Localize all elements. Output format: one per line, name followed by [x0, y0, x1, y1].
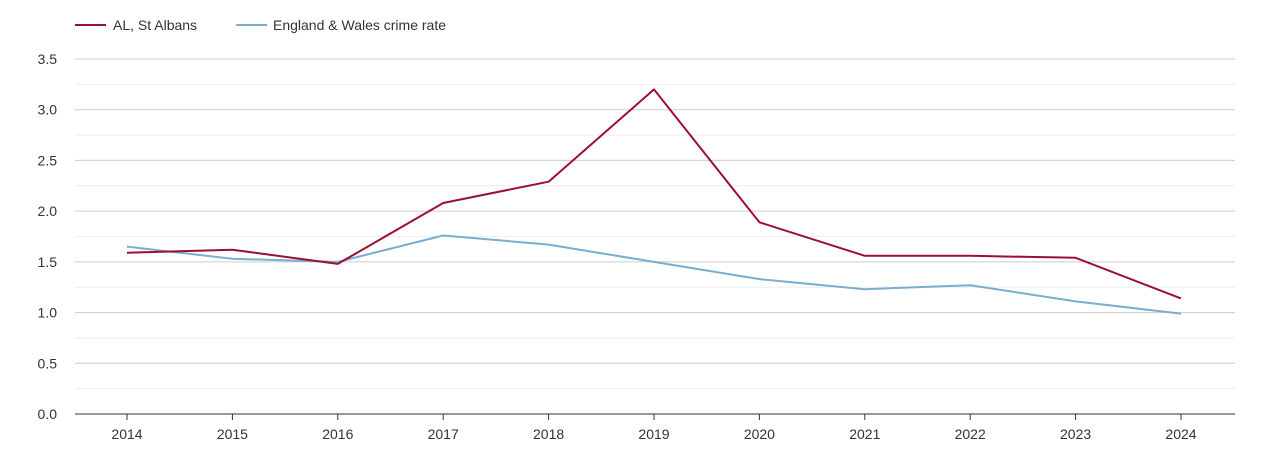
y-tick-label: 2.5 [38, 152, 58, 168]
y-tick-label: 0.5 [38, 355, 58, 371]
y-tick-label: 0.0 [38, 406, 58, 422]
x-tick-label: 2021 [849, 426, 880, 442]
x-tick-label: 2023 [1060, 426, 1091, 442]
x-tick-label: 2022 [955, 426, 986, 442]
series-line-england-wales [126, 234, 1182, 315]
x-tick-label: 2017 [428, 426, 459, 442]
x-tick-label: 2014 [111, 426, 142, 442]
x-tick-label: 2016 [322, 426, 353, 442]
x-tick-label: 2019 [638, 426, 669, 442]
gridlines [75, 58, 1235, 390]
x-tick-label: 2020 [744, 426, 775, 442]
series-lines [126, 88, 1182, 315]
x-tick-label: 2015 [217, 426, 248, 442]
y-tick-label: 3.0 [38, 102, 58, 118]
legend-label-england-wales: England & Wales crime rate [273, 17, 446, 33]
x-axis-ticks: 2014 2015 2016 2017 2018 2019 2020 2021 2022 2023… [111, 414, 1197, 442]
y-tick-label: 1.5 [38, 254, 58, 270]
x-tick-label: 2024 [1165, 426, 1196, 442]
series-line-st-albans [126, 88, 1182, 300]
legend-label-st-albans: AL, St Albans [113, 17, 197, 33]
y-tick-label: 2.0 [38, 203, 58, 219]
x-tick-label: 2018 [533, 426, 564, 442]
y-tick-label: 3.5 [38, 51, 58, 67]
legend: AL, St Albans England & Wales crime rate [75, 17, 446, 33]
y-axis-ticks: 0.0 0.5 1.0 1.5 2.0 2.5 3.0 3.5 [38, 51, 58, 422]
y-tick-label: 1.0 [38, 305, 58, 321]
